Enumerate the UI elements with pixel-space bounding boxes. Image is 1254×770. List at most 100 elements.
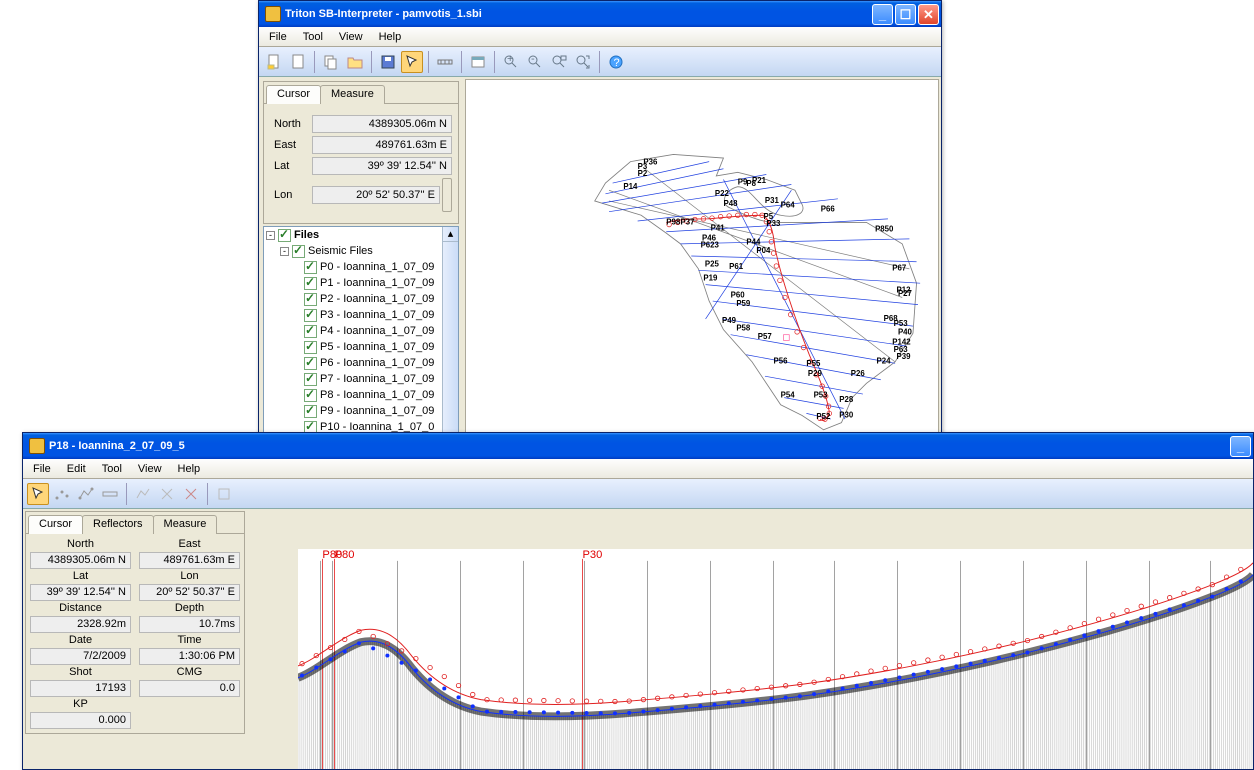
- profile-props-panel: Cursor Reflectors Measure North4389305.0…: [25, 511, 245, 769]
- zoom-in-icon[interactable]: +: [500, 51, 522, 73]
- tree-item-check[interactable]: [304, 309, 317, 322]
- zoom-box-icon[interactable]: [548, 51, 570, 73]
- app-icon: [265, 6, 281, 22]
- maximize-button[interactable]: ☐: [895, 4, 916, 25]
- files-tree[interactable]: -Files-Seismic FilesP0 - Ioannina_1_07_0…: [263, 226, 459, 451]
- menu-edit[interactable]: Edit: [59, 461, 94, 477]
- new-blank-icon[interactable]: [287, 51, 309, 73]
- tree-root[interactable]: -Files: [264, 227, 458, 243]
- ruler-icon[interactable]: [434, 51, 456, 73]
- tab-reflectors[interactable]: Reflectors: [82, 515, 154, 534]
- scrollbar-coords[interactable]: [442, 178, 452, 212]
- tree-group-check[interactable]: [292, 245, 305, 258]
- copy-icon[interactable]: [320, 51, 342, 73]
- tree-item[interactable]: P3 - Ioannina_1_07_09: [264, 307, 458, 323]
- prop-label: Shot: [69, 666, 92, 680]
- tab-measure[interactable]: Measure: [320, 85, 385, 104]
- open-folder-icon[interactable]: [344, 51, 366, 73]
- save-icon[interactable]: [377, 51, 399, 73]
- prop-label: KP: [73, 698, 88, 712]
- prop-label: Lon: [180, 570, 198, 584]
- ruler-icon[interactable]: [99, 483, 121, 505]
- cut-icon[interactable]: [156, 483, 178, 505]
- minimize-button[interactable]: _: [872, 4, 893, 25]
- svg-text:P60: P60: [731, 291, 746, 300]
- minimize-button[interactable]: _: [1230, 436, 1251, 457]
- delete-icon[interactable]: [180, 483, 202, 505]
- lat-value: 39º 39' 12.54'' N: [312, 157, 452, 175]
- menu-view[interactable]: View: [331, 29, 371, 45]
- tree-item-check[interactable]: [304, 325, 317, 338]
- svg-text:P48: P48: [723, 199, 738, 208]
- tree-item[interactable]: P1 - Ioannina_1_07_09: [264, 275, 458, 291]
- cursor-tool-icon[interactable]: [401, 51, 423, 73]
- svg-text:P31: P31: [765, 196, 780, 205]
- tree-item[interactable]: P6 - Ioannina_1_07_09: [264, 355, 458, 371]
- tab-cursor[interactable]: Cursor: [266, 85, 321, 104]
- prop-value: 20º 52' 50.37'' E: [139, 584, 240, 601]
- help-icon[interactable]: ?: [605, 51, 627, 73]
- menu-help[interactable]: Help: [371, 29, 410, 45]
- tab-cursor[interactable]: Cursor: [28, 515, 83, 534]
- window-icon[interactable]: [467, 51, 489, 73]
- svg-text:P67: P67: [892, 263, 907, 272]
- prop-value: 0.000: [30, 712, 131, 729]
- profile-tabs: Cursor Reflectors Measure: [26, 512, 244, 534]
- menu-tool[interactable]: Tool: [295, 29, 331, 45]
- seismic-profile-view[interactable]: P80P80P30: [298, 549, 1253, 769]
- property-grid: North4389305.06m NEast489761.63m ELat39º…: [26, 534, 244, 733]
- main-menubar: File Tool View Help: [259, 27, 941, 47]
- tree-group[interactable]: -Seismic Files: [264, 243, 458, 259]
- menu-tool[interactable]: Tool: [94, 461, 130, 477]
- tree-item[interactable]: P2 - Ioannina_1_07_09: [264, 291, 458, 307]
- tree-item-check[interactable]: [304, 293, 317, 306]
- profile-titlebar[interactable]: P18 - Ioannina_2_07_09_5 _: [23, 433, 1253, 459]
- menu-file[interactable]: File: [261, 29, 295, 45]
- zoom-extent-icon[interactable]: [572, 51, 594, 73]
- svg-text:P40: P40: [898, 328, 913, 337]
- zoom-out-icon[interactable]: -: [524, 51, 546, 73]
- menu-view[interactable]: View: [130, 461, 170, 477]
- tree-item-check[interactable]: [304, 341, 317, 354]
- close-button[interactable]: ✕: [918, 4, 939, 25]
- prop-label: Distance: [59, 602, 102, 616]
- tree-item-check[interactable]: [304, 373, 317, 386]
- svg-text:P49: P49: [722, 316, 737, 325]
- prop-label: Depth: [175, 602, 204, 616]
- svg-text:P29: P29: [808, 369, 823, 378]
- tree-item-check[interactable]: [304, 357, 317, 370]
- prop-value: 1:30:06 PM: [139, 648, 240, 665]
- north-value: 4389305.06m N: [312, 115, 452, 133]
- svg-text:+: +: [507, 54, 513, 65]
- prop-label: North: [67, 538, 94, 552]
- tree-scroll-v[interactable]: ▴: [442, 227, 458, 450]
- tree-item-check[interactable]: [304, 389, 317, 402]
- menu-help[interactable]: Help: [170, 461, 209, 477]
- menu-file[interactable]: File: [25, 461, 59, 477]
- prop-label: Date: [69, 634, 92, 648]
- tree-item[interactable]: P5 - Ioannina_1_07_09: [264, 339, 458, 355]
- tree-item-check[interactable]: [304, 405, 317, 418]
- svg-text:P22: P22: [715, 189, 730, 198]
- tree-item[interactable]: P7 - Ioannina_1_07_09: [264, 371, 458, 387]
- points-icon[interactable]: [51, 483, 73, 505]
- tree-item-check[interactable]: [304, 261, 317, 274]
- tree-item[interactable]: P9 - Ioannina_1_07_09: [264, 403, 458, 419]
- tree-root-check[interactable]: [278, 229, 291, 242]
- polyline-icon[interactable]: [75, 483, 97, 505]
- tab-measure[interactable]: Measure: [153, 515, 218, 534]
- tree-item[interactable]: P0 - Ioannina_1_07_09: [264, 259, 458, 275]
- svg-text:?: ?: [614, 57, 620, 69]
- tree-item-check[interactable]: [304, 277, 317, 290]
- main-titlebar[interactable]: Triton SB-Interpreter - pamvotis_1.sbi _…: [259, 1, 941, 27]
- edit-icon[interactable]: [132, 483, 154, 505]
- prop-label: Time: [177, 634, 201, 648]
- cursor-tool-icon[interactable]: [27, 483, 49, 505]
- tree-item[interactable]: P4 - Ioannina_1_07_09: [264, 323, 458, 339]
- svg-text:P33: P33: [766, 219, 781, 228]
- tree-item[interactable]: P8 - Ioannina_1_07_09: [264, 387, 458, 403]
- svg-text:P44: P44: [746, 238, 761, 247]
- new-file-icon[interactable]: [263, 51, 285, 73]
- svg-text:P850: P850: [875, 225, 894, 234]
- tool-a-icon[interactable]: [213, 483, 235, 505]
